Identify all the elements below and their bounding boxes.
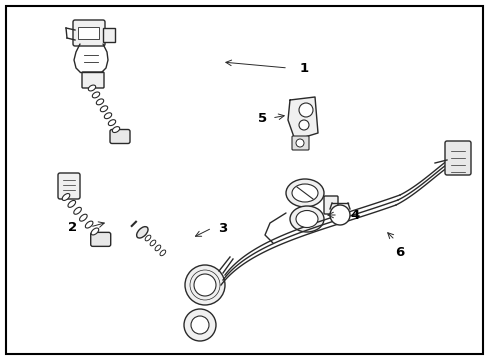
Ellipse shape (155, 245, 161, 251)
Ellipse shape (150, 240, 156, 246)
Ellipse shape (74, 207, 81, 214)
Circle shape (298, 120, 308, 130)
Circle shape (194, 274, 216, 296)
FancyBboxPatch shape (58, 173, 80, 199)
Ellipse shape (295, 211, 317, 228)
Text: 5: 5 (258, 112, 266, 125)
Ellipse shape (96, 99, 103, 105)
Ellipse shape (62, 194, 70, 201)
Ellipse shape (80, 214, 87, 221)
Text: 1: 1 (299, 62, 308, 75)
Ellipse shape (145, 235, 150, 241)
Text: 2: 2 (68, 220, 77, 234)
Text: 4: 4 (349, 208, 359, 221)
FancyBboxPatch shape (82, 72, 104, 88)
Text: 3: 3 (218, 221, 227, 234)
Ellipse shape (104, 113, 111, 119)
FancyBboxPatch shape (444, 141, 470, 175)
FancyBboxPatch shape (110, 130, 130, 144)
Ellipse shape (108, 120, 116, 126)
Ellipse shape (112, 127, 120, 132)
Ellipse shape (289, 206, 324, 232)
Circle shape (295, 139, 304, 147)
Ellipse shape (160, 250, 165, 256)
Bar (103, 28, 115, 42)
Ellipse shape (136, 227, 148, 238)
Ellipse shape (291, 184, 317, 202)
Circle shape (298, 103, 312, 117)
Ellipse shape (85, 221, 93, 228)
Ellipse shape (88, 85, 96, 91)
Ellipse shape (68, 201, 76, 207)
Ellipse shape (285, 179, 324, 207)
Bar (78, 27, 99, 39)
Ellipse shape (100, 106, 107, 112)
Circle shape (329, 205, 349, 225)
FancyBboxPatch shape (291, 136, 308, 150)
FancyBboxPatch shape (324, 196, 337, 214)
FancyBboxPatch shape (91, 232, 110, 246)
Circle shape (191, 316, 208, 334)
Circle shape (184, 265, 224, 305)
FancyBboxPatch shape (73, 20, 105, 46)
Polygon shape (287, 97, 317, 140)
Circle shape (183, 309, 216, 341)
Ellipse shape (91, 228, 99, 235)
Ellipse shape (92, 92, 100, 98)
Text: 6: 6 (394, 246, 404, 258)
